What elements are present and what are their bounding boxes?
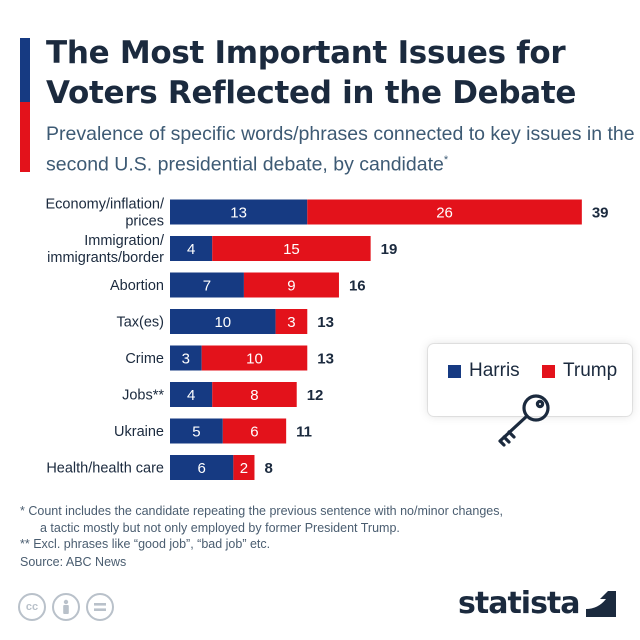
- data-label-harris: 13: [230, 205, 247, 222]
- bar-segment-harris: [170, 236, 213, 261]
- stacked-bar-chart: Economy/inflation/prices 13 26 39Immigratio…: [46, 197, 609, 480]
- category-label-line: Immigration/: [84, 233, 165, 249]
- footnotes: * Count includes the candidate repeating…: [20, 503, 620, 553]
- bar-segment-trump: [212, 236, 371, 261]
- category-label-line: Tax(es): [116, 315, 164, 331]
- footnote-2: ** Excl. phrases like “good job”, “bad j…: [20, 537, 271, 551]
- subtitle-text: Prevalence of specific words/phrases con…: [46, 123, 635, 176]
- bar-row: Immigration/immigrants/border 4 15 19: [47, 233, 397, 266]
- bar-row: Tax(es) 10 3 13: [116, 309, 334, 334]
- category-label: Abortion: [110, 278, 164, 294]
- legend-swatch-harris: [448, 364, 461, 378]
- data-label-trump: 10: [246, 351, 263, 368]
- data-label-harris: 4: [187, 387, 195, 404]
- bar-row: Health/health care 6 2 8: [46, 455, 273, 480]
- data-label-trump: 2: [240, 460, 248, 477]
- category-label-line: prices: [125, 214, 164, 230]
- bar-segment-harris: [170, 309, 276, 334]
- statista-logo-icon: [585, 590, 616, 617]
- category-label-line: Abortion: [110, 278, 164, 294]
- total-label: 19: [381, 241, 398, 258]
- category-label: Health/health care: [46, 461, 164, 477]
- data-label-trump: 8: [250, 387, 258, 404]
- category-label: Economy/inflation/prices: [46, 197, 165, 230]
- bar-segment-harris: [170, 418, 223, 444]
- brand-wordmark: statista: [458, 586, 581, 621]
- category-label: Jobs**: [122, 388, 164, 404]
- total-label: 13: [317, 314, 334, 331]
- category-label: Crime: [125, 351, 164, 367]
- total-label: 11: [296, 424, 312, 441]
- footnote-1: * Count includes the candidate repeating…: [20, 504, 503, 518]
- bar-segment-harris: [170, 455, 234, 480]
- brand-logo[interactable]: statista: [458, 586, 616, 621]
- bar-segment-trump: [233, 455, 255, 480]
- footnote-1-cont: a tactic mostly but not only employed by…: [40, 520, 400, 535]
- attribution-icon[interactable]: [52, 593, 80, 621]
- bar-segment-trump: [243, 272, 339, 298]
- bar-row: Ukraine 5 6 11: [114, 418, 312, 444]
- data-label-harris: 4: [187, 241, 195, 258]
- bar-segment-trump: [201, 345, 308, 371]
- bar-row: Crime 3 10 13: [125, 345, 334, 371]
- data-label-trump: 15: [283, 241, 300, 258]
- legend-label-harris: Harris: [469, 360, 520, 381]
- category-label: Ukraine: [114, 424, 164, 440]
- cc-icon[interactable]: cc: [18, 593, 46, 621]
- legend-label-trump: Trump: [563, 360, 618, 381]
- category-label-line: Jobs**: [122, 388, 164, 404]
- title-accent-bar: [20, 38, 30, 172]
- data-label-harris: 7: [203, 278, 211, 295]
- bar-row: Abortion 7 9 16: [110, 272, 366, 298]
- category-label-line: Economy/inflation/: [46, 197, 165, 213]
- title-accent-blue: [20, 38, 30, 102]
- data-label-harris: 3: [182, 351, 190, 368]
- bar-row: Economy/inflation/prices 13 26 39: [46, 197, 609, 230]
- subtitle-footnote-mark: *: [443, 154, 449, 166]
- bar-row: Jobs** 4 8 12: [122, 382, 323, 407]
- category-label-line: Health/health care: [46, 461, 164, 477]
- data-label-harris: 6: [198, 460, 206, 477]
- data-label-trump: 26: [436, 205, 453, 222]
- bar-segment-harris: [170, 345, 202, 371]
- category-label-line: immigrants/border: [47, 250, 164, 266]
- title-accent-red: [20, 102, 30, 172]
- category-label-line: Ukraine: [114, 424, 164, 440]
- bar-segment-trump: [275, 309, 308, 334]
- data-label-trump: 9: [287, 278, 295, 295]
- license-icons: cc: [18, 593, 114, 621]
- data-label-harris: 5: [192, 424, 200, 441]
- total-label: 16: [349, 278, 366, 295]
- data-label-trump: 3: [287, 314, 295, 331]
- source-note: Source: ABC News: [20, 555, 127, 569]
- bar-segment-harris: [170, 199, 308, 225]
- legend: Harris Trump: [428, 344, 632, 416]
- bar-segment-trump: [212, 382, 297, 407]
- chart-title: The Most Important Issues for Voters Ref…: [46, 35, 577, 111]
- bar-segment-harris: [170, 382, 213, 407]
- total-label: 39: [592, 205, 609, 222]
- total-label: 8: [264, 460, 272, 477]
- category-label: Tax(es): [116, 315, 164, 331]
- total-label: 12: [307, 387, 324, 404]
- chart-subtitle: Prevalence of specific words/phrases con…: [46, 121, 636, 178]
- data-label-harris: 10: [214, 314, 231, 331]
- legend-item-harris: Harris: [448, 360, 520, 382]
- total-label: 13: [317, 351, 334, 368]
- bar-segment-harris: [170, 272, 244, 298]
- key-icon: [498, 394, 550, 447]
- category-label-line: Crime: [125, 351, 164, 367]
- no-derivatives-icon[interactable]: [86, 593, 114, 621]
- data-label-trump: 6: [250, 424, 258, 441]
- category-label: Immigration/immigrants/border: [47, 233, 165, 266]
- legend-item-trump: Trump: [542, 360, 617, 382]
- bar-segment-trump: [222, 418, 287, 444]
- legend-swatch-trump: [542, 364, 555, 378]
- bar-segment-trump: [307, 199, 582, 225]
